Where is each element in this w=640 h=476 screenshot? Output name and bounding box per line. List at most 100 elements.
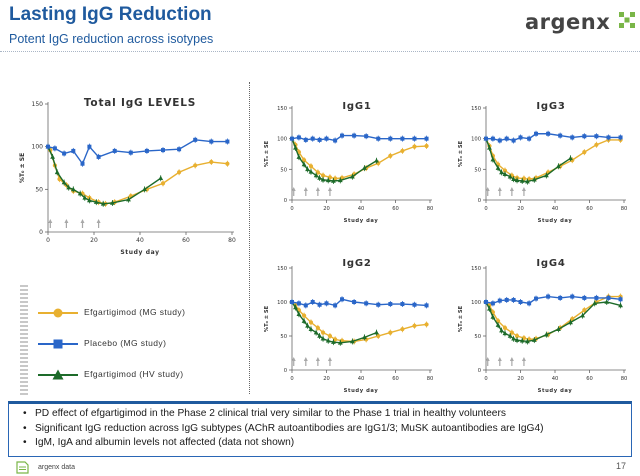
bullet-item: Significant IgG reduction across IgG sub… (23, 422, 631, 437)
data-point-triangle (142, 186, 147, 192)
data-point-triangle (568, 155, 573, 161)
data-point-square (582, 134, 587, 139)
y-tick-label: 100 (471, 300, 481, 306)
data-point-square (333, 138, 338, 143)
data-point-triangle (519, 178, 525, 183)
dosing-arrow-icon (497, 187, 502, 191)
dosing-arrow-icon (327, 357, 332, 361)
data-point-triangle (110, 200, 115, 205)
argenx-logo: argenx (525, 8, 637, 38)
data-point-circle (308, 320, 314, 325)
x-tick-label: 0 (46, 237, 50, 244)
data-point-triangle (331, 339, 336, 344)
data-point-square (511, 297, 516, 302)
chart-title: IgG2 (342, 258, 371, 269)
data-point-circle (225, 161, 230, 166)
data-point-square (364, 301, 369, 306)
y-axis-label: %T₀ ± SE (458, 305, 464, 332)
data-point-triangle (337, 177, 343, 183)
data-point-triangle (592, 300, 598, 306)
data-point-triangle (293, 145, 298, 150)
data-point-triangle (531, 177, 537, 182)
data-point-triangle (507, 333, 513, 338)
data-point-circle (594, 142, 599, 147)
series-line-triangle (485, 138, 571, 183)
data-point-triangle (54, 169, 60, 175)
data-point-circle (424, 143, 429, 149)
data-point-square (558, 133, 563, 138)
data-point-square (296, 135, 301, 140)
x-tick-label: 80 (427, 206, 434, 212)
legend-label: Efgartigimod (HV study) (84, 369, 184, 379)
legend-item-efgartigimod-mg: Efgartigimod (MG study) (36, 305, 246, 321)
data-point-square (317, 137, 322, 142)
data-point-circle (301, 158, 307, 163)
data-point-square (400, 302, 405, 307)
data-point-square (412, 136, 417, 141)
dosing-arrow-icon (80, 219, 85, 223)
data-point-triangle (320, 177, 326, 182)
data-point-triangle (305, 166, 310, 172)
dosing-arrow-icon (509, 187, 514, 191)
data-point-triangle (77, 191, 83, 196)
dosing-arrow-icon (497, 357, 502, 361)
data-point-triangle (66, 185, 72, 190)
data-point-triangle (495, 322, 501, 327)
page-number: 17 (616, 461, 627, 471)
data-point-triangle (525, 179, 530, 184)
chart-igg1: IgG1 0 50 100 150 0 20 40 60 80 Study day %T₀ ± SE (264, 101, 434, 224)
x-tick-label: 80 (621, 376, 628, 382)
data-point-triangle (349, 174, 355, 179)
chart-title: IgG4 (536, 258, 565, 269)
data-point-triangle (507, 174, 513, 179)
y-axis-label: %T₀ ± SE (19, 153, 26, 183)
chart-igg3: IgG3 0 50 100 150 0 20 40 60 80 Study day %T₀ ± SE (458, 101, 627, 224)
data-point-circle (333, 337, 338, 342)
data-point-circle (514, 333, 520, 339)
y-tick-label: 150 (277, 106, 287, 112)
data-point-square (484, 300, 488, 304)
page-subtitle: Potent IgG reduction across isotypes (9, 32, 214, 46)
data-point-circle (301, 313, 307, 318)
dosing-arrow-icon (303, 187, 308, 191)
data-point-circle (333, 176, 338, 181)
data-point-triangle (502, 171, 508, 177)
data-point-circle (582, 308, 587, 313)
data-point-triangle (317, 175, 322, 180)
data-point-square (340, 133, 345, 138)
data-point-triangle (556, 163, 561, 169)
y-tick-label: 50 (280, 167, 287, 173)
y-tick-label: 150 (277, 266, 287, 272)
data-point-triangle (543, 332, 549, 337)
data-point-triangle (308, 169, 314, 174)
data-point-triangle (301, 318, 307, 323)
data-point-square (618, 297, 623, 302)
data-point-triangle (514, 177, 520, 183)
data-point-circle (315, 325, 320, 330)
legend-marker-triangle-icon (38, 369, 78, 380)
y-tick-label: 0 (284, 368, 287, 374)
data-point-triangle (531, 337, 537, 342)
data-point-circle (502, 325, 508, 330)
data-point-square (310, 136, 315, 141)
y-tick-label: 150 (471, 266, 481, 272)
bullet-item: PD effect of efgartigimod in the Phase 2… (23, 407, 631, 422)
x-tick-label: 60 (392, 376, 399, 382)
data-point-triangle (499, 169, 504, 175)
legend-label: Placebo (MG study) (84, 338, 167, 348)
data-point-circle (412, 144, 417, 149)
chart-total-igg: Total IgG LEVELS 0 50 100 150 0 20 40 60 80 Study … (19, 97, 236, 256)
data-point-square (352, 133, 357, 138)
dosing-arrow-icon (521, 357, 526, 361)
data-point-triangle (519, 338, 525, 343)
chart-legend: Efgartigimod (MG study) Placebo (MG stud… (20, 285, 245, 395)
dosing-arrow-icon (48, 219, 53, 223)
data-point-triangle (362, 165, 367, 170)
y-tick-label: 0 (478, 198, 481, 204)
data-point-square (193, 137, 198, 142)
dosing-arrow-icon (64, 219, 69, 223)
y-tick-label: 100 (277, 300, 287, 306)
data-point-triangle (362, 334, 367, 340)
data-point-square (388, 136, 393, 141)
data-point-triangle (556, 326, 561, 331)
